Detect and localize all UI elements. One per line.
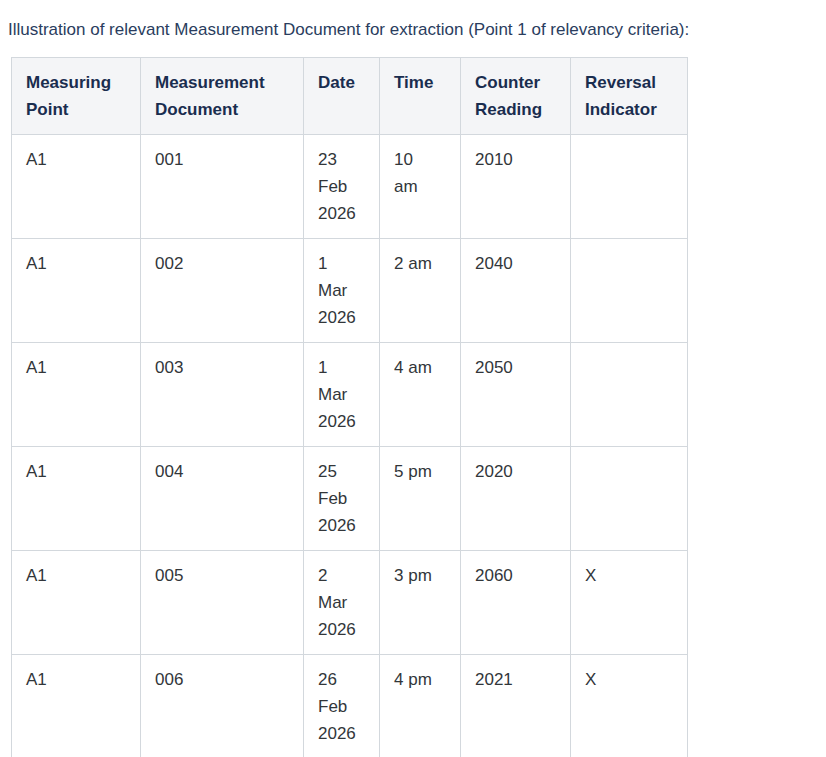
cell-reversal_indicator (571, 135, 688, 239)
cell-time: 5 pm (380, 447, 461, 551)
cell-measuring_point: A1 (12, 551, 141, 655)
table-row: A10031 Mar 20264 am2050 (12, 343, 688, 447)
cell-measuring_point: A1 (12, 655, 141, 757)
cell-counter_reading: 2020 (461, 447, 571, 551)
column-header-counter_reading: Counter Reading (461, 58, 571, 135)
cell-date: 26 Feb 2026 (304, 655, 380, 757)
column-header-measurement_document: Measurement Document (141, 58, 304, 135)
table-row: A100626 Feb 20264 pm2021X (12, 655, 688, 757)
cell-date: 1 Mar 2026 (304, 239, 380, 343)
cell-measurement_document: 006 (141, 655, 304, 757)
cell-time: 4 am (380, 343, 461, 447)
document-page: Illustration of relevant Measurement Doc… (0, 0, 826, 757)
cell-counter_reading: 2050 (461, 343, 571, 447)
cell-measurement_document: 002 (141, 239, 304, 343)
column-header-measuring_point: Measuring Point (12, 58, 141, 135)
table-header-row: Measuring PointMeasurement DocumentDateT… (12, 58, 688, 135)
cell-measuring_point: A1 (12, 343, 141, 447)
cell-time: 4 pm (380, 655, 461, 757)
column-header-time: Time (380, 58, 461, 135)
cell-date: 25 Feb 2026 (304, 447, 380, 551)
cell-date: 1 Mar 2026 (304, 343, 380, 447)
cell-counter_reading: 2021 (461, 655, 571, 757)
cell-measuring_point: A1 (12, 239, 141, 343)
table-row: A100425 Feb 20265 pm2020 (12, 447, 688, 551)
table-row: A100123 Feb 202610 am2010 (12, 135, 688, 239)
cell-reversal_indicator (571, 447, 688, 551)
cell-measuring_point: A1 (12, 447, 141, 551)
cell-time: 10 am (380, 135, 461, 239)
page-title: Illustration of relevant Measurement Doc… (0, 0, 826, 40)
cell-counter_reading: 2010 (461, 135, 571, 239)
cell-date: 23 Feb 2026 (304, 135, 380, 239)
table-row: A10021 Mar 20262 am2040 (12, 239, 688, 343)
cell-time: 3 pm (380, 551, 461, 655)
cell-counter_reading: 2040 (461, 239, 571, 343)
column-header-reversal_indicator: Reversal Indicator (571, 58, 688, 135)
cell-reversal_indicator: X (571, 655, 688, 757)
cell-measurement_document: 001 (141, 135, 304, 239)
cell-measurement_document: 003 (141, 343, 304, 447)
cell-measurement_document: 005 (141, 551, 304, 655)
cell-reversal_indicator (571, 239, 688, 343)
table-row: A10052 Mar 20263 pm2060X (12, 551, 688, 655)
column-header-date: Date (304, 58, 380, 135)
cell-date: 2 Mar 2026 (304, 551, 380, 655)
measurement-documents-table: Measuring PointMeasurement DocumentDateT… (11, 57, 688, 757)
cell-reversal_indicator (571, 343, 688, 447)
cell-time: 2 am (380, 239, 461, 343)
cell-measuring_point: A1 (12, 135, 141, 239)
cell-counter_reading: 2060 (461, 551, 571, 655)
cell-reversal_indicator: X (571, 551, 688, 655)
cell-measurement_document: 004 (141, 447, 304, 551)
